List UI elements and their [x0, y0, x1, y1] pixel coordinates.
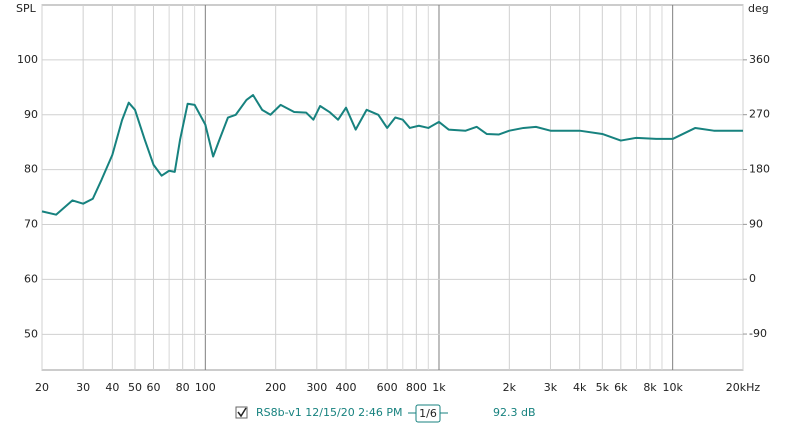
y2-axis-label: deg [748, 2, 769, 15]
checkmark [237, 407, 247, 418]
y-tick-label: 70 [24, 218, 38, 231]
plot-area [41, 4, 744, 371]
smoothing: 1/6 [419, 407, 437, 420]
y2-tick-label: 180 [749, 163, 770, 176]
x-tick-label: 200 [265, 381, 286, 394]
x-tick-label: 10k [662, 381, 683, 394]
x-tick-label: 20kHz [726, 381, 761, 394]
y-axis-label: SPL [16, 2, 37, 15]
y-tick-label: 90 [24, 108, 38, 121]
x-tick-label: 100 [195, 381, 216, 394]
x-tick-label: 50 [128, 381, 142, 394]
y2-tick-label: 0 [749, 272, 756, 285]
legend-entry[interactable]: RS8b-v1 12/15/20 2:46 PM [256, 406, 403, 419]
y2-tick-label: 360 [749, 53, 770, 66]
y2-tick-label: 270 [749, 108, 770, 121]
x-tick-label: 300 [306, 381, 327, 394]
x-tick-label: 800 [406, 381, 427, 394]
x-tick-label: 3k [544, 381, 558, 394]
x-tick-label: 80 [176, 381, 190, 394]
x-tick-label: 4k [573, 381, 587, 394]
x-tick-label: 60 [146, 381, 160, 394]
y-tick-label: 100 [17, 53, 38, 66]
x-tick-label: 30 [76, 381, 90, 394]
y-tick-label: 50 [24, 327, 38, 340]
y2-tick-label: 90 [749, 217, 763, 230]
x-tick-label: 8k [643, 381, 657, 394]
x-tick-label: 1k [432, 381, 446, 394]
level: 92.3 dB [493, 406, 536, 419]
y-tick-label: 60 [24, 272, 38, 285]
x-tick-label: 2k [503, 381, 517, 394]
x-tick-label: 600 [377, 381, 398, 394]
x-tick-label: 5k [596, 381, 610, 394]
data-line [41, 94, 743, 216]
x-tick-label: 6k [614, 381, 628, 394]
x-tick-label: 40 [105, 381, 119, 394]
series-checkbox[interactable] [235, 406, 248, 419]
y-tick-label: 80 [24, 163, 38, 176]
x-tick-label: 20 [35, 381, 49, 394]
smoothing-box[interactable] [415, 404, 441, 423]
x-tick-label: 400 [336, 381, 357, 394]
y2-tick-label: -90 [749, 327, 767, 340]
